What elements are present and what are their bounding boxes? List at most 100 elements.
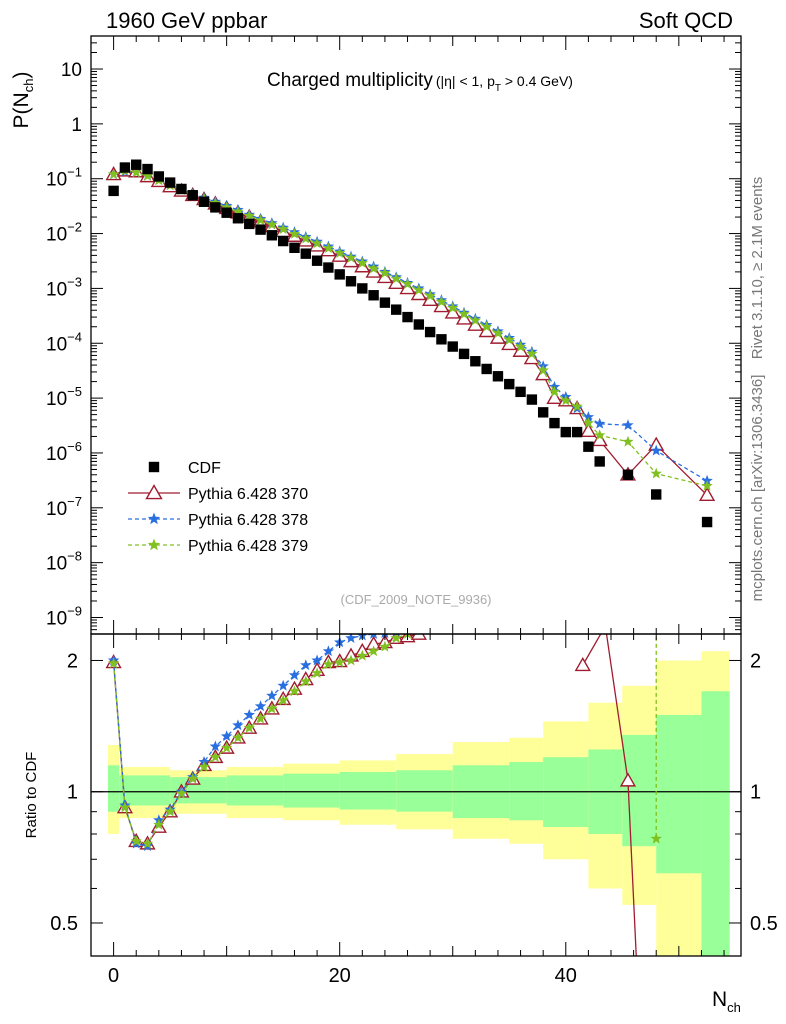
data-point [424, 289, 436, 301]
data-point [370, 634, 378, 639]
data-point [220, 741, 233, 753]
data-point [560, 426, 571, 438]
data-point [492, 327, 504, 339]
x-axis: 0 20 40 [108, 36, 725, 987]
data-point [243, 209, 255, 221]
data-point [390, 272, 402, 284]
x-axis-label-sub: ch [727, 1000, 741, 1015]
data-point [209, 740, 222, 752]
data-point [255, 224, 266, 235]
data-point [458, 348, 470, 360]
ratio-y-axis: 0.5 0.5 1 1 2 2 [50, 650, 778, 935]
data-point [413, 319, 425, 330]
data-point [322, 658, 335, 670]
rivet-version-label: Rivet 3.1.10, ≥ 2.1M events [749, 177, 766, 360]
data-point [288, 669, 301, 681]
y-tick-label: 1 [71, 115, 82, 136]
data-point [447, 301, 459, 313]
y-tick-label: 10−6 [46, 439, 82, 465]
y-tick-label: 10−5 [46, 384, 82, 410]
data-point [277, 679, 289, 691]
data-point [583, 441, 594, 452]
data-point [254, 214, 267, 226]
title-main: Charged multiplicity [267, 70, 433, 91]
data-point [334, 269, 345, 280]
y-axis-label-main-close: ) [10, 72, 33, 79]
series-line [113, 170, 708, 496]
data-point [698, 486, 716, 502]
data-point [311, 255, 323, 266]
data-point [141, 837, 154, 849]
data-point [622, 435, 634, 447]
series-3 [107, 164, 713, 491]
series-2 [107, 165, 713, 486]
series-line [113, 170, 708, 482]
data-point [548, 385, 561, 397]
series-1 [574, 634, 637, 956]
data-point [164, 177, 176, 188]
data-point [367, 262, 380, 274]
data-point [232, 205, 244, 217]
stat-band [701, 691, 730, 956]
data-point [422, 291, 439, 307]
data-point [469, 314, 482, 326]
data-point [455, 310, 473, 325]
x-tick-label: 40 [555, 965, 577, 987]
legend-label: Pythia 6.428 370 [188, 486, 308, 503]
data-point [424, 326, 436, 338]
data-point [401, 278, 414, 289]
data-point [367, 645, 380, 657]
data-point [650, 444, 662, 456]
y-tick-label: 10−9 [46, 603, 82, 629]
stat-band [107, 765, 120, 812]
legend-marker [147, 538, 161, 551]
data-point [277, 235, 289, 247]
data-point [582, 411, 595, 422]
data-point [187, 190, 198, 201]
x-axis-label: Nch [712, 988, 741, 1015]
data-point [379, 267, 391, 278]
data-point [300, 232, 312, 244]
data-point [571, 400, 583, 412]
data-point [141, 170, 154, 181]
legend-item: Pythia 6.428 379 [128, 538, 308, 555]
y-axis-label-main: P(Nch) [10, 72, 36, 129]
energy-label: 1960 GeV ppbar [106, 8, 267, 33]
ratio-uncertainty-bands [107, 651, 730, 956]
data-point [266, 230, 278, 241]
data-point [289, 242, 300, 254]
data-point [311, 654, 323, 666]
data-point [288, 685, 301, 697]
data-point [311, 667, 323, 679]
data-point [357, 283, 368, 294]
data-point [232, 731, 244, 743]
data-point [650, 467, 662, 479]
data-point [345, 276, 357, 287]
data-point [277, 223, 289, 235]
data-point [481, 363, 492, 375]
x-tick-label: 20 [329, 965, 351, 987]
stat-band [283, 773, 340, 808]
data-point [220, 730, 233, 742]
legend-label: Pythia 6.428 379 [188, 538, 308, 555]
data-point [701, 479, 713, 491]
data-point [574, 656, 591, 672]
data-point [593, 417, 606, 429]
stat-band [226, 775, 284, 806]
legend-marker [145, 484, 163, 500]
y-axis-label-ratio: Ratio to CDF [23, 752, 40, 839]
data-point [232, 213, 244, 224]
data-point [153, 171, 165, 182]
data-point [119, 162, 131, 173]
data-point [571, 426, 583, 438]
data-point [436, 334, 447, 345]
data-point [444, 304, 461, 319]
stat-band [396, 770, 453, 812]
ratio-plot-frame [90, 633, 742, 957]
data-point [209, 751, 222, 763]
data-point [651, 489, 662, 500]
ratio-y-tick-label: 2 [750, 650, 761, 672]
y-tick-label: 10−8 [46, 549, 82, 575]
data-point [131, 159, 142, 170]
